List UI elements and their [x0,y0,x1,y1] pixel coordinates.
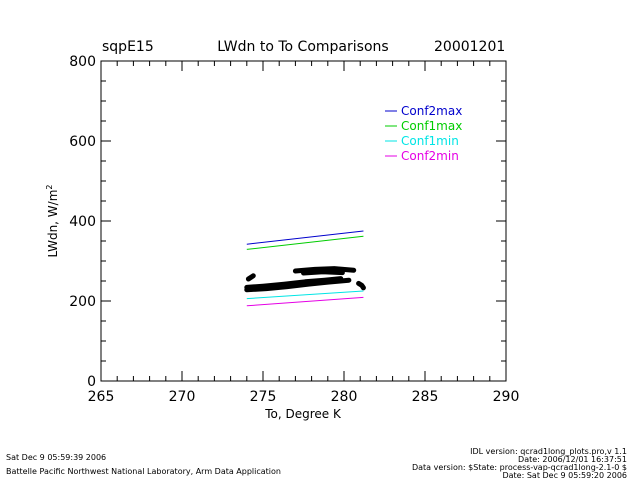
x-tick-label: 280 [331,389,358,405]
y-axis-label-superscript: 2 [45,185,54,190]
observation-trace [244,276,344,290]
site-label: sqpE15 [102,39,154,55]
footer-data-version: Data version: $State: process-vap-qcrad1… [412,463,627,472]
x-tick-label: 265 [88,389,115,405]
observation-trace [301,269,345,276]
observation-points [244,266,366,293]
legend-label-conf1max: Conf1max [401,119,462,133]
legend-label-conf2min: Conf2min [401,149,459,163]
footer-run-date: Sat Dec 9 05:59:39 2006 [6,453,106,462]
y-axis-label-main: LWdn, W/m [46,190,60,258]
y-tick-label: 400 [69,214,96,230]
footer-data-date: Date: Sat Dec 9 05:59:20 2006 [502,471,627,480]
y-axis-label: LWdn, W/m2 [45,185,60,258]
x-tick-label: 290 [493,389,520,405]
y-tick-label: 200 [69,294,96,310]
date-label: 20001201 [434,39,505,55]
x-axis-label: To, Degree K [264,407,342,421]
footer-idl-date: Date: 2006/12/01 16:37:51 [518,455,627,464]
y-tick-label: 0 [87,374,96,390]
series-line-conf2min [246,296,364,307]
chart-title: LWdn to To Comparisons [217,39,388,55]
legend-label-conf2max: Conf2max [401,104,462,118]
series-line-conf1min [246,290,364,300]
footer-idl-version: IDL version: qcrad1long_plots.pro,v 1.1 [470,447,627,456]
x-tick-label: 270 [169,389,196,405]
y-tick-label: 600 [69,134,96,150]
legend-label-conf1min: Conf1min [401,134,459,148]
series-lines [246,230,364,307]
x-tick-label: 285 [412,389,439,405]
observation-trace [245,273,256,282]
x-tick-label: 275 [250,389,277,405]
axis-ticks [100,60,507,382]
y-tick-label: 800 [69,54,96,70]
series-line-conf2max [246,230,364,245]
series-line-conf1max [246,235,364,250]
observation-trace [356,280,366,291]
observation-trace [292,266,357,274]
footer-institution: Battelle Pacific Northwest National Labo… [6,467,281,476]
axis-tick-labels: 265 270 275 280 285 290 0 200 400 600 800 [69,54,519,405]
